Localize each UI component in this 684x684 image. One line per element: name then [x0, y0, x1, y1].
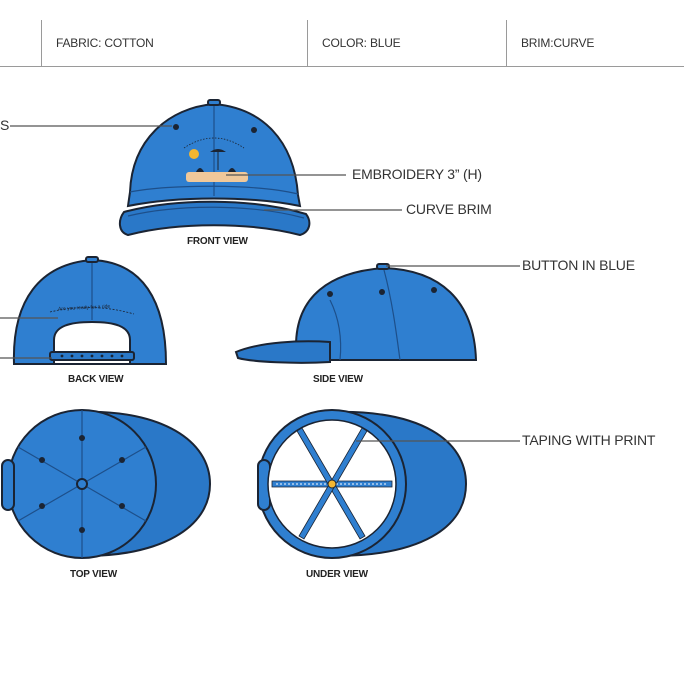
back-view-cap: [12, 256, 168, 365]
eyelet-side-1: [327, 291, 333, 297]
eyelet-left-front: [173, 124, 179, 130]
callout-curve-brim: CURVE BRIM: [406, 201, 492, 217]
spec-fabric: FABRIC: COTTON: [41, 20, 307, 66]
callout-taping: TAPING WITH PRINT: [522, 432, 656, 448]
callout-embroidery: EMBROIDERY 3” (H): [352, 166, 482, 182]
eyelet-side-3: [431, 287, 437, 293]
spec-brim: BRIM:CURVE: [506, 20, 684, 66]
eyelet-side-2: [379, 289, 385, 295]
front-view-cap: [118, 99, 311, 237]
label-side-view: SIDE VIEW: [313, 374, 363, 385]
leader-lines: [0, 125, 520, 442]
label-back-view: BACK VIEW: [68, 374, 124, 385]
callout-button: BUTTON IN BLUE: [522, 257, 635, 273]
under-view-cap: [257, 409, 468, 559]
spec-bar: FABRIC: COTTON COLOR: BLUE BRIM:CURVE: [0, 20, 684, 67]
eyelet-right-front: [251, 127, 257, 133]
callout-eyelets-partial: S: [0, 117, 10, 133]
label-front-view: FRONT VIEW: [187, 236, 248, 247]
side-view-cap: [234, 263, 478, 364]
label-under-view: UNDER VIEW: [306, 569, 368, 580]
spec-color: COLOR: BLUE: [307, 20, 506, 66]
top-view-cap: [1, 409, 212, 559]
label-top-view: TOP VIEW: [70, 569, 117, 580]
